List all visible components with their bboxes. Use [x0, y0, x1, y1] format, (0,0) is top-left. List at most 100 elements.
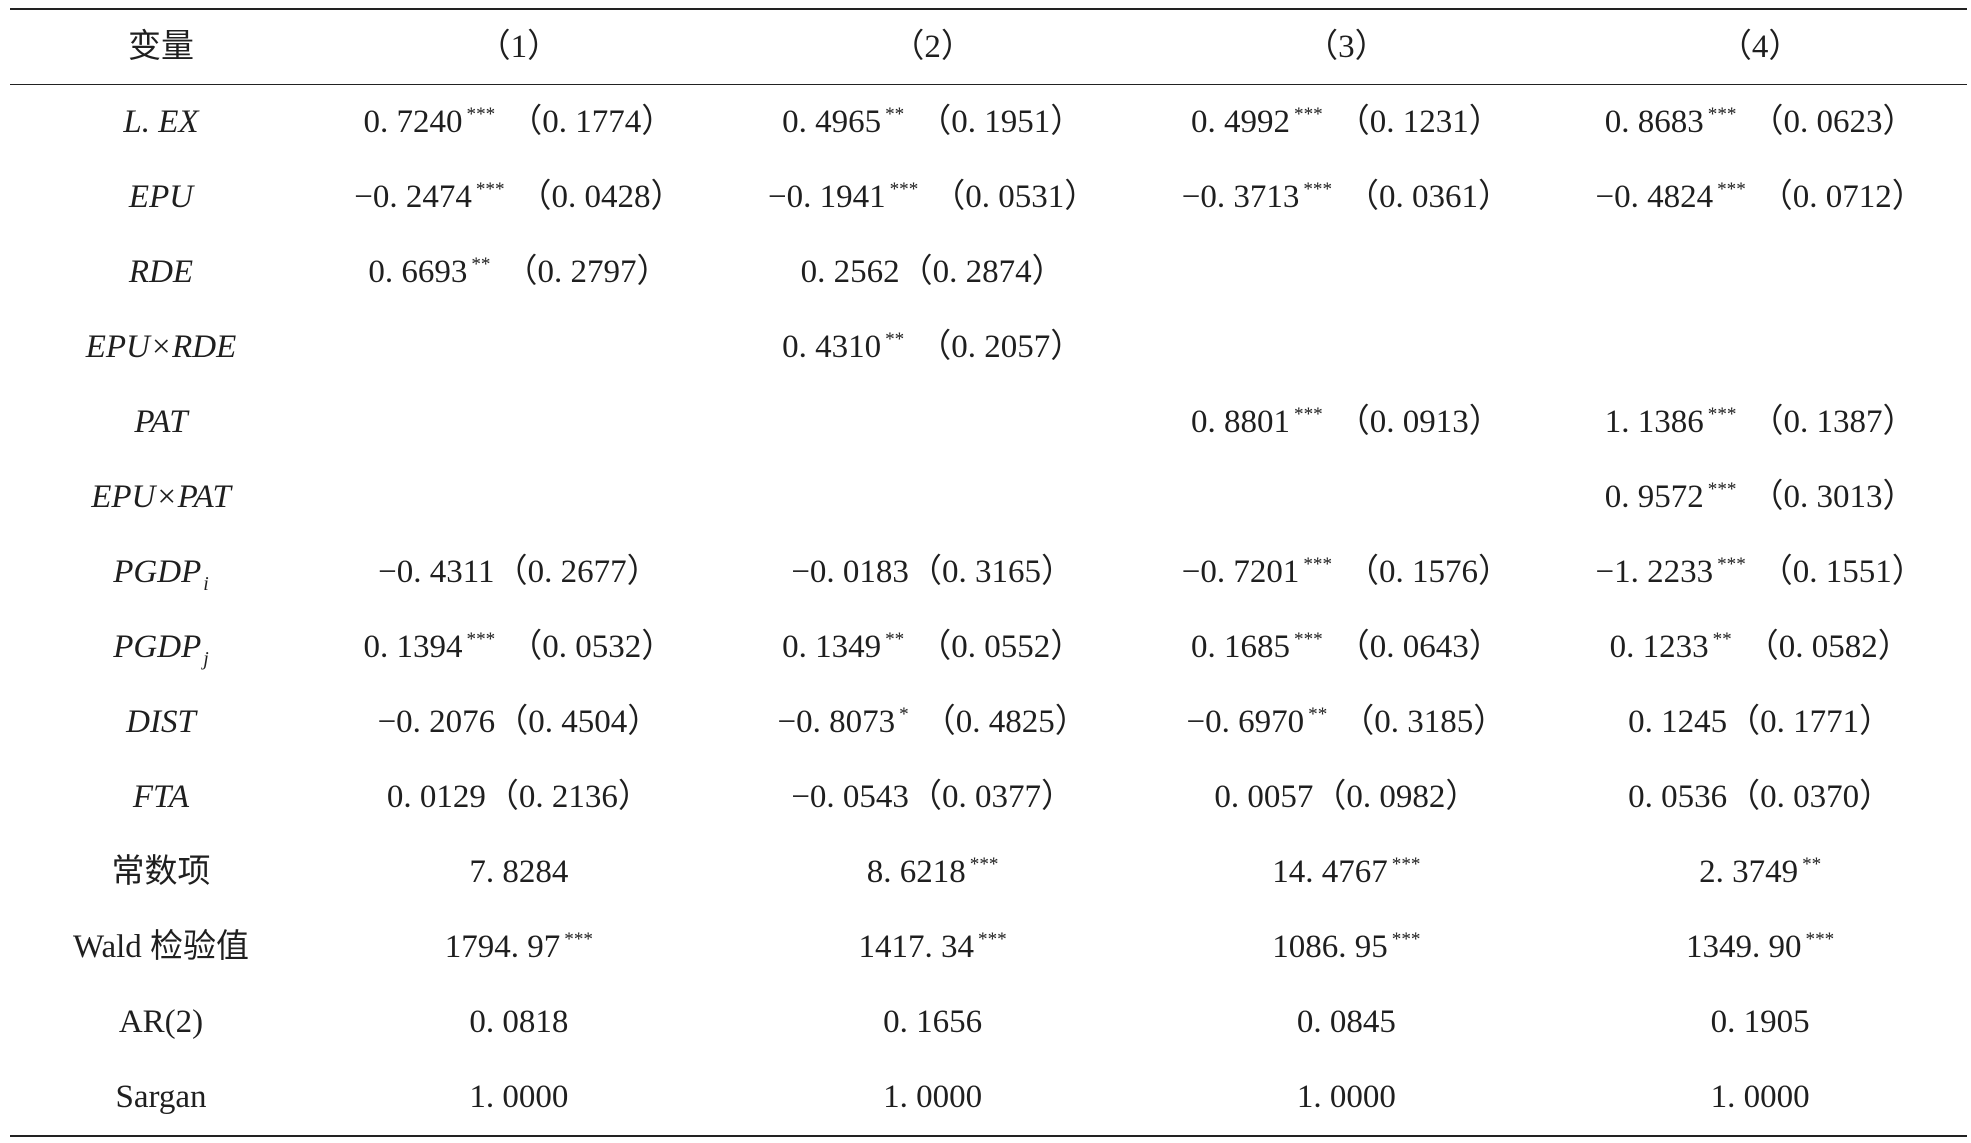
variable-label: Wald 检验值	[72, 929, 250, 965]
table-cell: 0. 1656	[726, 1006, 1140, 1039]
significance-stars: ***	[466, 629, 496, 651]
variable-label: PGDP j	[10, 631, 312, 669]
standard-error: （0. 2057）	[918, 329, 1084, 365]
standard-error: （0. 0552）	[918, 629, 1084, 665]
header-col-3: （3）	[1305, 28, 1388, 65]
table-cell: 1. 0000	[1553, 1081, 1967, 1114]
significance-stars: **	[885, 104, 905, 126]
coefficient: 8. 6218	[866, 854, 966, 890]
coefficient: −0. 4311	[378, 554, 495, 590]
standard-error: （0. 0582）	[1745, 629, 1911, 665]
table-cell: −0. 2076（0. 4504）	[312, 706, 726, 739]
table-cell: 0. 8801 *** （0. 0913）	[1140, 404, 1554, 440]
table-cell: 0. 0845	[1140, 1006, 1554, 1039]
table-cell: −0. 0183（0. 3165）	[726, 556, 1140, 589]
table-cell: −0. 3713 *** （0. 0361）	[1140, 179, 1554, 215]
significance-stars: ***	[1707, 479, 1737, 501]
coefficient: 0. 4992	[1191, 104, 1291, 140]
coefficient: 0. 7240	[363, 104, 463, 140]
standard-error: （0. 3185）	[1341, 704, 1507, 740]
table-cell: 0. 7240 *** （0. 1774）	[312, 104, 726, 140]
table-cell: 0. 0536（0. 0370）	[1553, 781, 1967, 814]
significance-stars: ***	[1707, 404, 1737, 426]
standard-error: （0. 0531）	[932, 179, 1098, 215]
standard-error: （0. 0377）	[908, 779, 1074, 815]
table-cell: 1. 1386 *** （0. 1387）	[1553, 404, 1967, 440]
table-cell: 1417. 34 ***	[726, 929, 1140, 964]
coefficient: 1794. 97	[444, 929, 561, 965]
standard-error: （0. 0361）	[1346, 179, 1512, 215]
standard-error: （0. 0623）	[1750, 104, 1916, 140]
table-cell: −0. 1941 *** （0. 0531）	[726, 179, 1140, 215]
coefficient: 0. 1394	[363, 629, 463, 665]
significance-stars: ***	[475, 179, 505, 201]
coefficient: 14. 4767	[1272, 854, 1388, 890]
coefficient: 0. 0818	[469, 1004, 569, 1040]
significance-stars: ***	[1294, 629, 1323, 651]
variable-label: PAT	[134, 404, 188, 440]
coefficient: 0. 4965	[782, 104, 882, 140]
table-cell: 7. 8284	[312, 856, 726, 889]
standard-error: （0. 4504）	[495, 704, 661, 740]
standard-error: （0. 3165）	[908, 554, 1074, 590]
standard-error: （0. 2797）	[504, 254, 670, 290]
significance-stars: ***	[1717, 554, 1746, 576]
coefficient: 0. 0845	[1296, 1004, 1396, 1040]
coefficient: 0. 9572	[1604, 479, 1704, 515]
standard-error: （0. 4825）	[922, 704, 1088, 740]
row-pgdp-j: PGDP j 0. 1394 *** （0. 0532） 0. 1349 ** （0. 0…	[10, 610, 1967, 685]
standard-error: （0. 0712）	[1759, 179, 1925, 215]
header-variable: 变量	[128, 28, 194, 65]
coefficient: 1. 1386	[1604, 404, 1704, 440]
coefficient: 0. 0536	[1628, 779, 1728, 815]
table-cell: 1794. 97 ***	[312, 929, 726, 965]
standard-error: （0. 1576）	[1346, 554, 1512, 590]
standard-error: （0. 2677）	[494, 554, 660, 590]
significance-stars: ***	[1717, 179, 1746, 201]
standard-error: （0. 1231）	[1336, 104, 1502, 140]
significance-stars: **	[885, 629, 905, 651]
table-cell: 2. 3749 **	[1553, 854, 1967, 890]
coefficient: −0. 8073	[777, 704, 896, 740]
standard-error: （0. 0370）	[1727, 779, 1893, 815]
row-pgdp-i: PGDP i −0. 4311（0. 2677） −0. 0183（0. 3165…	[10, 535, 1967, 610]
standard-error: （0. 0532）	[509, 629, 675, 665]
coefficient: 0. 0129	[386, 779, 486, 815]
table-cell: 0. 1394 *** （0. 0532）	[312, 629, 726, 665]
significance-stars: ***	[978, 929, 1007, 951]
table-cell: 14. 4767 ***	[1140, 854, 1554, 890]
variable-name: PGDP	[113, 554, 202, 590]
coefficient: 1349. 90	[1686, 929, 1802, 965]
table-cell: 1. 0000	[1140, 1081, 1554, 1114]
significance-stars: ***	[1294, 104, 1323, 126]
standard-error: （0. 1951）	[918, 104, 1084, 140]
coefficient: 0. 8801	[1191, 404, 1291, 440]
standard-error: （0. 3013）	[1750, 479, 1916, 515]
coefficient: −0. 2076	[377, 704, 496, 740]
table-cell: 0. 9572 *** （0. 3013）	[1553, 479, 1967, 515]
coefficient: −0. 4824	[1595, 179, 1714, 215]
significance-stars: ***	[1294, 404, 1323, 426]
row-constant: 常数项 7. 8284 8. 6218 *** 14. 4767 *** 2. 37…	[10, 835, 1967, 910]
row-pat: PAT 0. 8801 *** （0. 0913） 1. 1386 *** （0. 13…	[10, 385, 1967, 460]
table-cell: 0. 1349 ** （0. 0552）	[726, 629, 1140, 665]
variable-label: EPU×PAT	[91, 479, 231, 515]
coefficient: 0. 1349	[782, 629, 882, 665]
variable-subscript: j	[203, 647, 209, 670]
significance-stars: ***	[1303, 179, 1333, 201]
table-cell: 0. 1685 *** （0. 0643）	[1140, 629, 1554, 664]
table-cell: −0. 4311（0. 2677）	[312, 556, 726, 589]
significance-stars: **	[1802, 854, 1822, 876]
table-cell: 8. 6218 ***	[726, 854, 1140, 890]
standard-error: （0. 0428）	[518, 179, 684, 215]
table-cell: 0. 0129（0. 2136）	[312, 781, 726, 814]
variable-label: PGDP i	[10, 554, 312, 594]
table-cell: −0. 8073 * （0. 4825）	[726, 704, 1140, 740]
row-epu: EPU −0. 2474 *** （0. 0428） −0. 1941 *** （0. …	[10, 160, 1967, 235]
table-cell: 0. 1233 ** （0. 0582）	[1553, 629, 1967, 665]
coefficient: −0. 7201	[1181, 554, 1300, 590]
table-cell: 0. 0818	[312, 1006, 726, 1039]
coefficient: 2. 3749	[1699, 854, 1799, 890]
significance-stars: *	[899, 704, 909, 726]
table-cell: 0. 6693 ** （0. 2797）	[312, 254, 726, 290]
